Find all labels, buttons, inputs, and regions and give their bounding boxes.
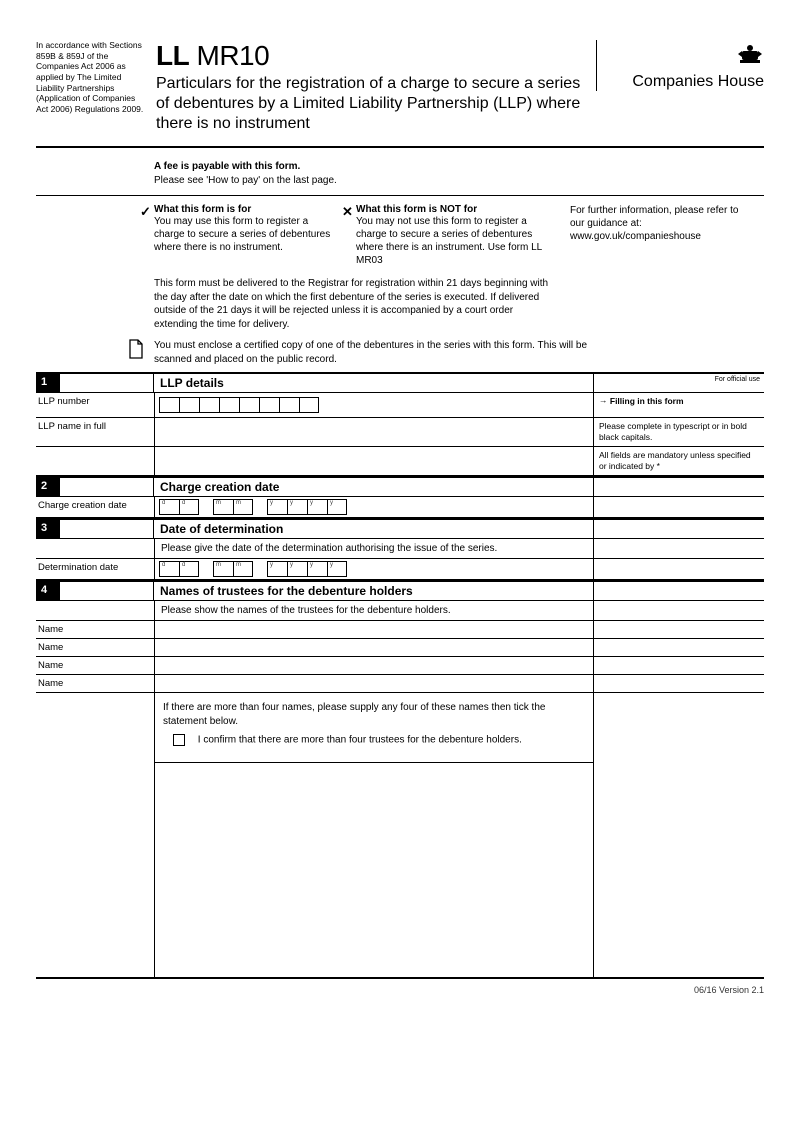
- section-4-num: 4: [36, 582, 60, 600]
- charge-date-input[interactable]: dd mm yyyy: [154, 497, 594, 517]
- official-use-label: For official use: [594, 374, 764, 392]
- side-help-head: Filling in this form: [610, 396, 684, 406]
- delivery-note: This form must be delivered to the Regis…: [154, 273, 554, 339]
- document-icon: [128, 339, 144, 359]
- confirm-text: I confirm that there are more than four …: [198, 735, 522, 746]
- name-input-2[interactable]: [154, 639, 594, 656]
- what-for-body: You may use this form to register a char…: [154, 215, 340, 254]
- name-input-4[interactable]: [154, 675, 594, 692]
- cross-icon: [342, 204, 353, 220]
- enclose-note: You must enclose a certified copy of one…: [154, 339, 594, 366]
- name-input-3[interactable]: [154, 657, 594, 674]
- section-1-title: LLP details: [154, 374, 594, 392]
- side-help-body1: Please complete in typescript or in bold…: [594, 418, 764, 446]
- crest-icon: [736, 42, 764, 71]
- section-2-num: 2: [36, 478, 60, 496]
- guidance-url: www.gov.uk/companieshouse: [570, 231, 701, 242]
- org-name: Companies House: [609, 73, 764, 91]
- footer-version: 06/16 Version 2.1: [36, 979, 764, 995]
- llp-number-label: LLP number: [36, 393, 154, 417]
- form-code: LL MR10: [156, 40, 584, 72]
- section-2-title: Charge creation date: [154, 478, 594, 496]
- section-3-num: 3: [36, 520, 60, 538]
- blank-area: [154, 763, 594, 977]
- name-label-2: Name: [36, 639, 154, 656]
- determination-date-label: Determination date: [36, 559, 154, 579]
- llp-name-input-1[interactable]: [154, 418, 594, 446]
- not-for-head: What this form is NOT for: [356, 204, 554, 215]
- section-4-instruction: Please show the names of the trustees fo…: [154, 601, 594, 620]
- name-label-1: Name: [36, 621, 154, 638]
- section-1-num: 1: [36, 374, 60, 392]
- guidance-intro: For further information, please refer to…: [570, 205, 738, 229]
- form-title: Particulars for the registration of a ch…: [156, 74, 584, 134]
- what-for-head: What this form is for: [154, 204, 340, 215]
- more-names-text: If there are more than four names, pleas…: [163, 701, 585, 728]
- name-input-1[interactable]: [154, 621, 594, 638]
- section-4-title: Names of trustees for the debenture hold…: [154, 582, 594, 600]
- legal-note: In accordance with Sections 859B & 859J …: [36, 40, 144, 114]
- llp-name-label: LLP name in full: [36, 418, 154, 446]
- name-label-3: Name: [36, 657, 154, 674]
- name-label-4: Name: [36, 675, 154, 692]
- not-for-body: You may not use this form to register a …: [356, 215, 554, 267]
- llp-name-input-2[interactable]: [154, 447, 594, 475]
- check-icon: [140, 204, 151, 220]
- charge-date-label: Charge creation date: [36, 497, 154, 517]
- fee-line2: Please see 'How to pay' on the last page…: [154, 174, 337, 188]
- section-3-title: Date of determination: [154, 520, 594, 538]
- confirm-checkbox[interactable]: [173, 734, 185, 746]
- llp-number-input[interactable]: [159, 395, 319, 415]
- section-3-instruction: Please give the date of the determinatio…: [154, 539, 594, 558]
- determination-date-input[interactable]: dd mm yyyy: [154, 559, 594, 579]
- side-help-body2: All fields are mandatory unless specifie…: [594, 447, 764, 475]
- fee-line1: A fee is payable with this form.: [154, 160, 337, 174]
